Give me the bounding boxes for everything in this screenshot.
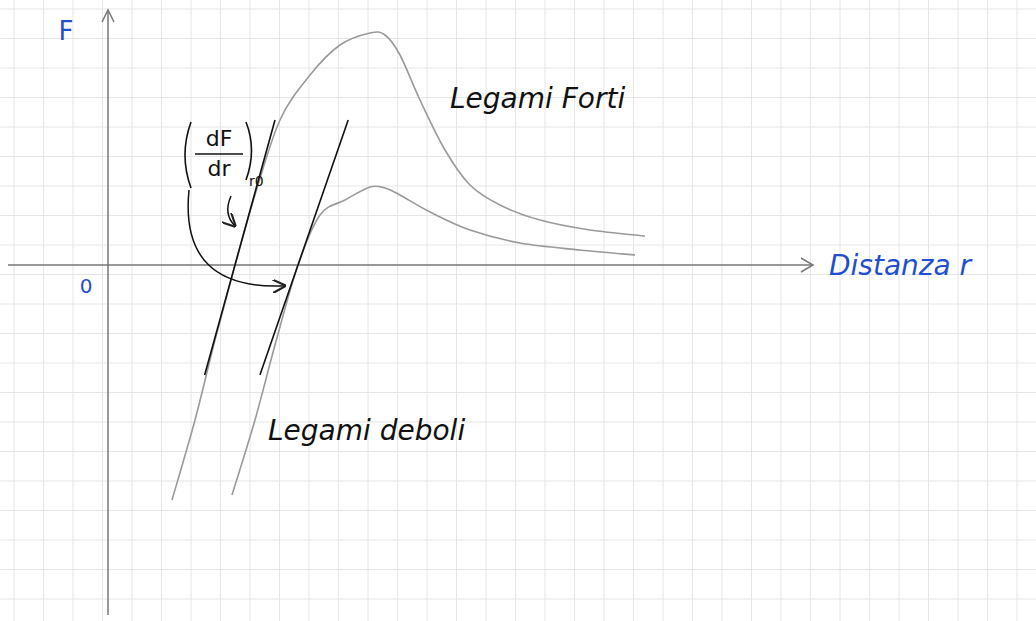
curve-label: Legami Forti <box>450 82 625 115</box>
tangent-line <box>260 120 348 375</box>
x-tick <box>108 265 109 266</box>
x-axis-title: Distanza r <box>829 249 973 282</box>
tangent-line <box>205 120 275 375</box>
pointer-arrow <box>228 196 235 226</box>
slope-annotation: dF dr r0 <box>185 122 285 286</box>
paper-grid <box>0 0 1036 621</box>
slope-denominator: dr <box>207 156 231 181</box>
y-axis <box>107 10 109 615</box>
pointer-arrow <box>188 190 285 286</box>
slope-subscript: r0 <box>249 173 264 189</box>
y-axis-title: F <box>59 16 74 46</box>
axes: 0 <box>8 10 813 615</box>
curve <box>172 32 645 500</box>
x-axis-arrow <box>801 258 813 272</box>
chart: 0Distanza rFLegami FortiLegami debolidFd… <box>0 0 1036 621</box>
x-axis <box>8 264 813 266</box>
slope-numerator: dF <box>206 126 233 151</box>
plot-area <box>172 32 645 500</box>
curve-label: Legami deboli <box>268 414 465 447</box>
y-axis-arrow <box>102 10 114 22</box>
x-tick-label: 0 <box>80 274 93 298</box>
curve <box>232 186 635 495</box>
